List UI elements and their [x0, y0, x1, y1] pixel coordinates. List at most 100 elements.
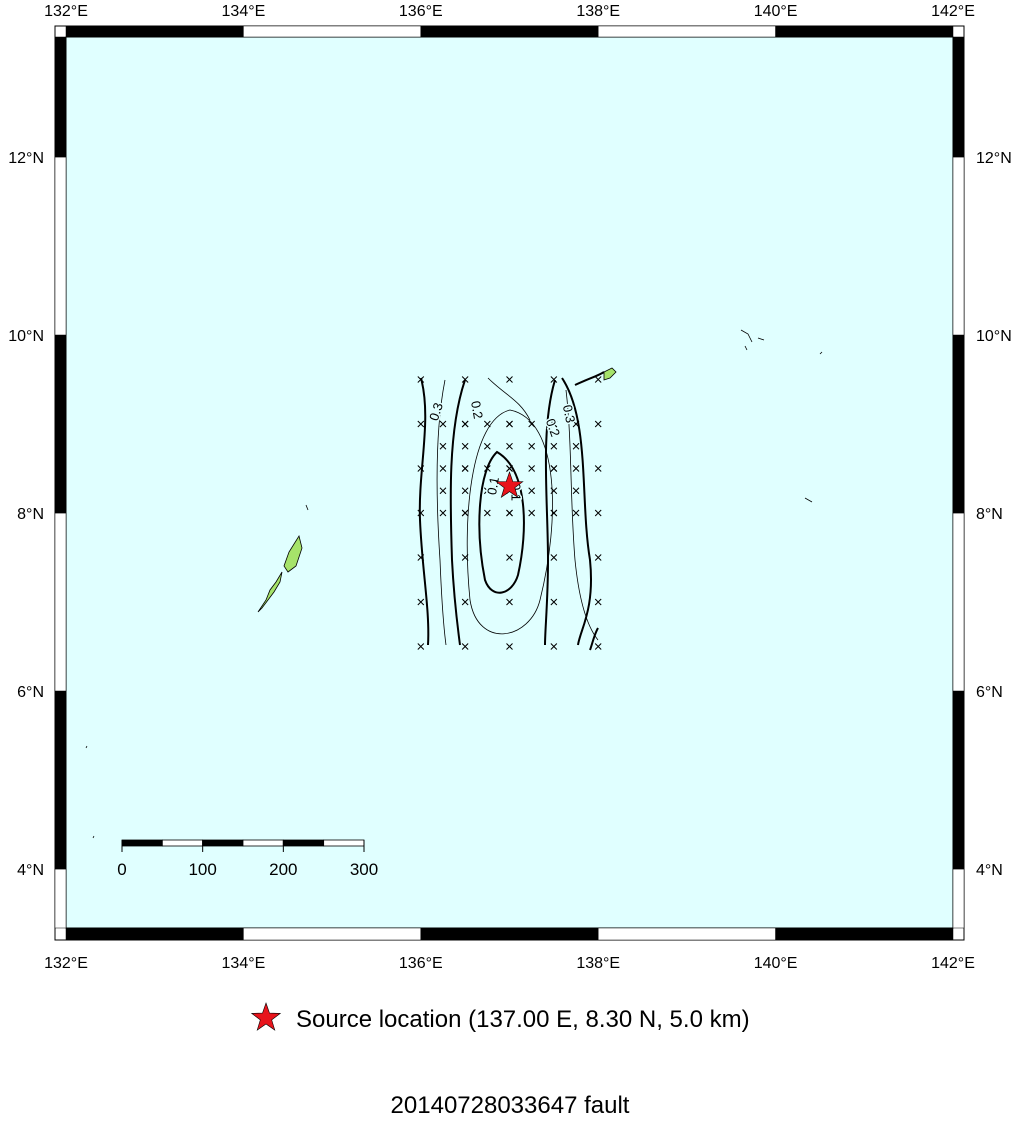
- contour-label: 0.3: [426, 401, 446, 423]
- grid-point: [550, 420, 558, 428]
- frame-segment: [952, 156, 965, 336]
- map-frame: 132°E 132°E 134°E 134°E 136°E 136°E 138°E 138°E…: [8, 3, 1012, 972]
- grid-point: [594, 420, 602, 428]
- grid-point: [461, 420, 469, 428]
- frame-segment: [54, 334, 67, 514]
- lon-label-top: 140°E: [754, 3, 798, 20]
- grid-point: [461, 643, 469, 650]
- frame-segment: [243, 927, 422, 941]
- scale-label: 300: [350, 860, 378, 879]
- grid-point: [439, 465, 447, 472]
- grid-point: [506, 509, 513, 517]
- scale-segment: [242, 839, 284, 847]
- legend-star: [250, 1002, 282, 1031]
- grid-point: [550, 442, 558, 450]
- frame-segment: [54, 156, 67, 336]
- grid-point: [461, 509, 469, 517]
- lat-label-right: 12°N: [976, 150, 1012, 167]
- scale-label: 100: [188, 860, 216, 879]
- grid-point: [550, 465, 558, 472]
- grid-point: [417, 554, 425, 561]
- grid-point: [550, 376, 558, 383]
- scale-segment: [121, 839, 163, 847]
- contour: [565, 389, 599, 641]
- island: [257, 571, 283, 613]
- source-star: [495, 471, 524, 499]
- contour: [544, 379, 556, 646]
- frame-segment: [54, 36, 67, 158]
- grid-point: [572, 442, 580, 450]
- grid-point: [594, 554, 602, 561]
- frame-segment: [952, 334, 965, 514]
- lat-label-right: 10°N: [976, 328, 1012, 345]
- frame-segment: [597, 927, 776, 941]
- grid-point: [506, 554, 513, 561]
- grid-point: [550, 554, 558, 561]
- grid-point: [483, 509, 491, 517]
- grid-point: [461, 598, 469, 606]
- grid-point: [572, 420, 580, 428]
- contour: [418, 377, 430, 646]
- grid-point: [417, 643, 425, 650]
- lon-label-top: 132°E: [44, 3, 88, 20]
- contour: [466, 409, 553, 635]
- grid-point: [506, 643, 513, 650]
- contour-label: 0.1: [484, 476, 502, 496]
- contour: [589, 627, 599, 651]
- grid-point: [483, 420, 491, 428]
- frame-segment: [952, 36, 965, 158]
- grid-points: [417, 376, 602, 650]
- grid-point: [506, 465, 513, 472]
- grid-point: [572, 465, 580, 472]
- contour: [449, 379, 466, 646]
- lat-label-left: 10°N: [8, 328, 44, 345]
- grid-point: [417, 465, 425, 472]
- grid-point: [439, 420, 447, 428]
- grid-point: [483, 465, 491, 472]
- lon-label-bottom: 142°E: [931, 955, 975, 972]
- frame-segment: [952, 512, 965, 692]
- grid-point: [572, 487, 580, 495]
- legend-text: Source location (137.00 E, 8.30 N, 5.0 k…: [296, 1006, 750, 1033]
- lat-label-right: 6°N: [976, 684, 1003, 701]
- island: [283, 534, 303, 573]
- frame-segment: [952, 868, 965, 929]
- lon-label-bottom: 134°E: [222, 955, 266, 972]
- contour: [478, 450, 525, 594]
- grid-point: [550, 598, 558, 606]
- lat-label-left: 4°N: [17, 862, 44, 879]
- frame-segment: [597, 25, 776, 38]
- grid-point: [506, 376, 513, 383]
- frame-segment: [420, 927, 599, 941]
- grid-point: [461, 376, 469, 383]
- grid-point: [417, 420, 425, 428]
- frame-segment: [243, 25, 422, 38]
- grid-point: [417, 376, 425, 383]
- grid-point: [572, 509, 580, 517]
- scale-segment: [202, 839, 244, 847]
- frame-segment: [54, 868, 67, 929]
- grid-point: [506, 442, 513, 450]
- grid-point: [528, 487, 536, 495]
- contour: [487, 377, 531, 421]
- grid-point: [506, 598, 513, 606]
- contour: [561, 377, 592, 646]
- lon-label-bottom: 136°E: [399, 955, 443, 972]
- scale-segment: [323, 839, 365, 847]
- island: [603, 367, 617, 381]
- grid-point: [528, 509, 536, 517]
- grid-point: [483, 442, 491, 450]
- lon-label-top: 134°E: [222, 3, 266, 20]
- scale-bar: 0 100 200 300: [117, 839, 378, 879]
- frame-segment: [775, 25, 954, 38]
- grid-point: [461, 554, 469, 561]
- grid-point: [594, 643, 602, 650]
- grid-point: [461, 442, 469, 450]
- lon-label-bottom: 140°E: [754, 955, 798, 972]
- grid-point: [461, 465, 469, 472]
- contours: [418, 371, 605, 651]
- grid-point: [550, 487, 558, 495]
- frame-segment: [54, 690, 67, 870]
- grid-point: [594, 465, 602, 472]
- contour: [574, 371, 605, 386]
